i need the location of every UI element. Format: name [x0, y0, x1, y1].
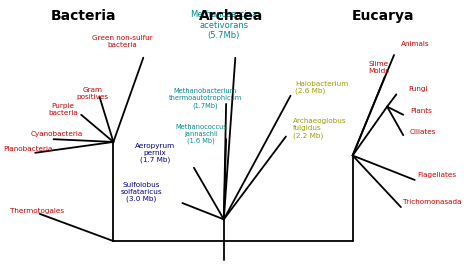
- Text: Thermotogales: Thermotogales: [10, 208, 64, 214]
- Text: Trichomonasada: Trichomonasada: [403, 199, 462, 205]
- Text: Halobacterium
(2.6 Mb): Halobacterium (2.6 Mb): [295, 81, 348, 94]
- Text: Eucarya: Eucarya: [351, 9, 414, 23]
- Text: Gram
positives: Gram positives: [77, 87, 109, 100]
- Text: Purple
bacteria: Purple bacteria: [48, 103, 78, 116]
- Text: Aeropyrum
pernix
(1.7 Mb): Aeropyrum pernix (1.7 Mb): [135, 143, 175, 163]
- Text: Plants: Plants: [410, 108, 432, 114]
- Text: Archaeoglobus
fulgidus
(2.2 Mb): Archaeoglobus fulgidus (2.2 Mb): [293, 118, 346, 139]
- Text: Methanosarcina
acetivorans
(5.7Mb): Methanosarcina acetivorans (5.7Mb): [190, 10, 257, 40]
- Text: Bacteria: Bacteria: [51, 9, 116, 23]
- Text: Cyanobacteria: Cyanobacteria: [31, 131, 83, 137]
- Text: Slime
Molds: Slime Molds: [369, 61, 390, 74]
- Text: Methanococcus
jannaschii
(1.6 Mb): Methanococcus jannaschii (1.6 Mb): [175, 124, 227, 144]
- Text: Planobacteria: Planobacteria: [3, 146, 52, 152]
- Text: Archaea: Archaea: [199, 9, 263, 23]
- Text: Sulfolobus
solfataricus
(3.0 Mb): Sulfolobus solfataricus (3.0 Mb): [120, 182, 162, 203]
- Text: Methanobacterium
thermoautotrophicum
(1.7Mb): Methanobacterium thermoautotrophicum (1.…: [169, 88, 242, 109]
- Text: Green non-sulfur
bacteria: Green non-sulfur bacteria: [92, 35, 153, 48]
- Text: Fungi: Fungi: [408, 86, 428, 92]
- Text: Ciliates: Ciliates: [410, 129, 437, 135]
- Text: Flagellates: Flagellates: [417, 171, 456, 177]
- Text: Animals: Animals: [401, 41, 429, 47]
